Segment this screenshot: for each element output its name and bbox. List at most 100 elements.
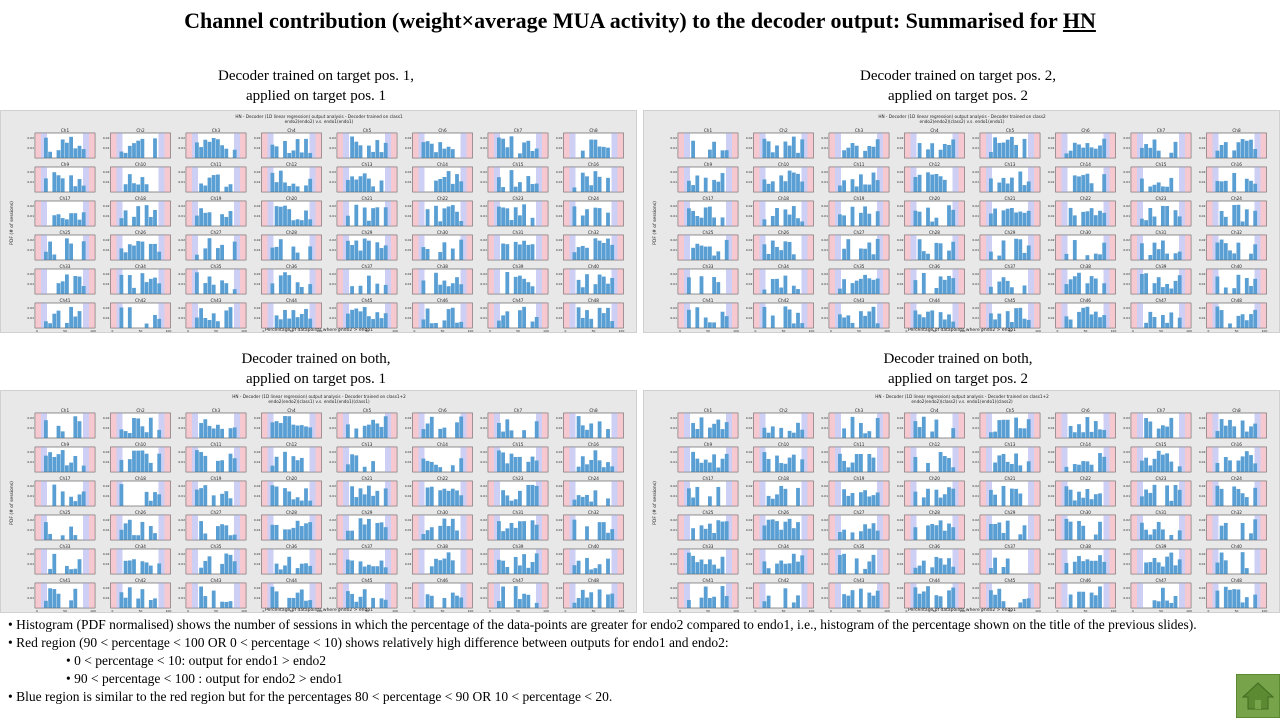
blue-region-high bbox=[801, 235, 808, 260]
histogram-bar bbox=[283, 205, 287, 226]
blue-region-high bbox=[1179, 583, 1185, 608]
histogram-bar bbox=[593, 207, 598, 226]
histogram-bar bbox=[601, 276, 606, 294]
red-region-low bbox=[678, 201, 684, 226]
red-region-low bbox=[488, 269, 494, 294]
histogram-bar bbox=[60, 491, 65, 506]
histogram-bar bbox=[1064, 486, 1069, 506]
channel-label: Ch43 bbox=[211, 298, 222, 303]
channel-label: Ch21 bbox=[362, 196, 373, 201]
caption-line: applied on target pos. 2 bbox=[887, 88, 1029, 104]
histogram-bar bbox=[934, 419, 939, 438]
histogram-bar bbox=[1005, 183, 1010, 192]
ytick-label: 0.02 bbox=[556, 272, 563, 276]
axes-border bbox=[1055, 166, 1116, 193]
blue-region-low bbox=[418, 303, 425, 328]
axes-border bbox=[110, 582, 171, 609]
blue-region-high bbox=[460, 167, 467, 192]
ytick-label: 0.02 bbox=[1123, 586, 1130, 590]
red-region-low bbox=[980, 515, 986, 540]
red-region-low bbox=[904, 201, 911, 226]
ytick-label: 0.01 bbox=[1048, 460, 1055, 464]
histogram-bar bbox=[863, 524, 867, 540]
histogram-bar bbox=[1014, 212, 1018, 226]
red-region-low bbox=[904, 481, 911, 506]
histogram-bar bbox=[1161, 566, 1165, 574]
histogram-bar bbox=[947, 144, 951, 158]
axes-border bbox=[1130, 446, 1192, 473]
subplot-ch2: Ch20.020.01 bbox=[103, 408, 171, 439]
histogram-bar bbox=[295, 425, 300, 438]
red-region-high bbox=[1185, 515, 1191, 540]
histogram-bar bbox=[350, 486, 354, 506]
histogram-bar bbox=[52, 589, 57, 608]
ytick-label: 0.02 bbox=[254, 450, 261, 454]
red-region-high bbox=[1185, 201, 1191, 226]
histogram-bar bbox=[787, 170, 792, 192]
red-region-low bbox=[904, 167, 911, 192]
red-region-low bbox=[904, 133, 911, 158]
channel-label: Ch13 bbox=[362, 162, 373, 167]
histogram-bar bbox=[800, 181, 805, 192]
histogram-bar bbox=[199, 147, 203, 158]
figure-title: HN - Decoder (1D linear regression) outp… bbox=[878, 114, 1046, 119]
histogram-bar bbox=[346, 424, 350, 438]
histogram-bar bbox=[1240, 552, 1245, 574]
histogram-bar bbox=[699, 217, 704, 226]
histogram-bar bbox=[291, 246, 296, 260]
histogram-bar bbox=[863, 206, 867, 226]
ytick-label: 0.02 bbox=[27, 416, 34, 420]
ytick-label: 0.02 bbox=[329, 204, 336, 208]
histogram-bar bbox=[610, 529, 615, 540]
blue-region-high bbox=[801, 481, 808, 506]
blue-region-low bbox=[1061, 447, 1068, 472]
histogram-bar bbox=[450, 560, 455, 574]
histogram-bar bbox=[1177, 275, 1182, 294]
histogram-bar bbox=[1098, 555, 1102, 574]
red-region-low bbox=[337, 235, 343, 260]
histogram-bar bbox=[703, 459, 708, 472]
blue-region-high bbox=[801, 167, 808, 192]
red-region-high bbox=[164, 269, 171, 294]
histogram-bar bbox=[1093, 421, 1098, 438]
ytick-label: 0.01 bbox=[670, 282, 677, 286]
histogram-bar bbox=[989, 251, 993, 260]
histogram-bar bbox=[1219, 181, 1224, 192]
ytick-label: 0.01 bbox=[405, 282, 412, 286]
caption-line: Decoder trained on target pos. 1, bbox=[218, 68, 414, 84]
red-region-high bbox=[1109, 413, 1116, 438]
home-button[interactable] bbox=[1236, 674, 1280, 718]
histogram-bar bbox=[770, 152, 775, 158]
ytick-label: 0.02 bbox=[670, 204, 677, 208]
ytick-label: 0.02 bbox=[746, 416, 753, 420]
histogram-bar bbox=[576, 598, 581, 608]
xtick-label: 50 bbox=[1008, 609, 1012, 613]
red-region-high bbox=[1185, 167, 1191, 192]
histogram-bar bbox=[60, 139, 65, 158]
histogram-bar bbox=[993, 523, 997, 540]
channel-label: Ch34 bbox=[778, 544, 789, 549]
note-blue-region: • Blue region is similar to the red regi… bbox=[8, 689, 613, 704]
blue-region-high bbox=[460, 133, 467, 158]
histogram-bar bbox=[576, 307, 581, 328]
histogram-bar bbox=[1072, 561, 1077, 574]
histogram-bar bbox=[119, 429, 124, 438]
histogram-bar bbox=[1064, 253, 1069, 260]
blue-region-high bbox=[309, 133, 316, 158]
histogram-bar bbox=[497, 422, 501, 438]
red-region-low bbox=[904, 303, 911, 328]
red-region-high bbox=[617, 201, 624, 226]
histogram-bar bbox=[291, 183, 296, 192]
histogram-bar bbox=[1089, 464, 1094, 472]
ytick-label: 0.01 bbox=[746, 146, 753, 150]
histogram-bar bbox=[708, 496, 712, 506]
histogram-bar bbox=[610, 466, 615, 472]
ytick-label: 0.02 bbox=[897, 552, 904, 556]
axes-border bbox=[904, 234, 965, 261]
ytick-label: 0.02 bbox=[1199, 306, 1206, 310]
channel-label: Ch4 bbox=[287, 128, 296, 133]
histogram-bar bbox=[947, 590, 951, 608]
